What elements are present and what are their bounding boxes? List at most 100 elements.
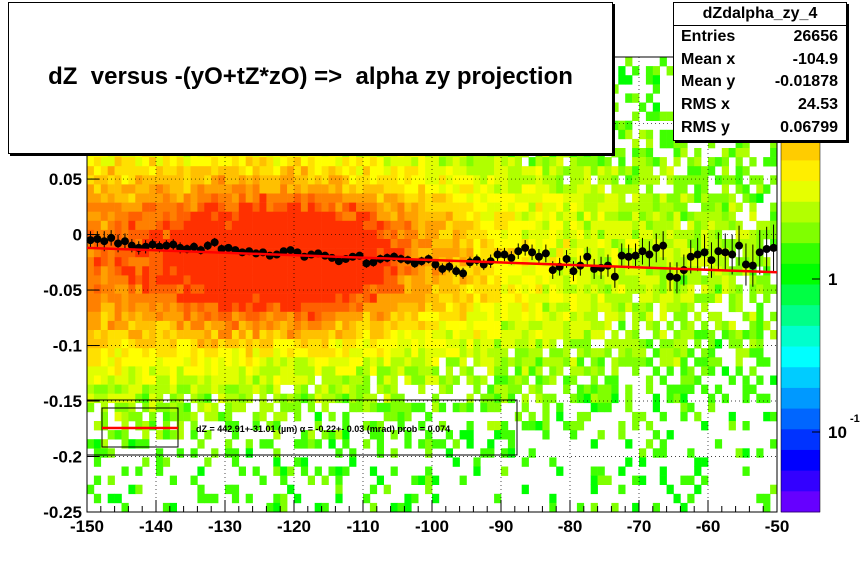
y-tick-label: 0	[73, 226, 82, 245]
profile-point	[362, 259, 371, 268]
color-scale-segment	[781, 160, 820, 182]
profile-point	[369, 258, 378, 267]
x-tick-label: -150	[70, 517, 104, 536]
stats-value: -0.01878	[774, 73, 838, 91]
profile-point	[100, 237, 109, 246]
profile-point	[107, 233, 116, 242]
profile-point	[431, 260, 440, 269]
profile-point	[686, 252, 695, 261]
profile-point	[189, 242, 198, 251]
color-scale-label: 1	[828, 270, 837, 289]
stats-row-rms-x: RMS x 24.53	[674, 94, 846, 117]
stats-row-rms-y: RMS y 0.06799	[674, 117, 846, 140]
color-scale-segment	[781, 325, 820, 347]
y-tick-label: 0.05	[49, 170, 82, 189]
profile-point	[548, 266, 557, 275]
color-scale-segment	[781, 408, 820, 430]
stats-label: RMS y	[681, 118, 730, 136]
profile-point	[741, 260, 750, 269]
stats-label: Mean x	[681, 50, 736, 68]
color-scale-segment	[781, 222, 820, 244]
x-tick-label: -90	[489, 517, 514, 536]
profile-point	[500, 250, 509, 259]
profile-point	[279, 247, 288, 256]
profile-point	[203, 241, 212, 250]
profile-point	[583, 252, 592, 261]
y-tick-label: -0.05	[43, 281, 82, 300]
stats-value: 0.06799	[780, 118, 838, 136]
x-tick-label: -120	[277, 517, 311, 536]
color-scale-exponent: -1	[850, 413, 860, 425]
x-tick-label: -60	[696, 517, 721, 536]
profile-point	[514, 247, 523, 256]
profile-point	[672, 273, 681, 282]
color-scale-segment	[781, 387, 820, 409]
stats-value: 24.53	[797, 96, 838, 114]
stats-label: Entries	[681, 28, 736, 45]
color-scale-segment	[781, 181, 820, 203]
profile-point	[541, 249, 550, 258]
color-scale-segment	[781, 139, 820, 161]
stats-name: dZdalpha_zy_4	[674, 3, 846, 26]
color-scale-label: 10	[828, 423, 847, 442]
profile-point	[748, 261, 757, 270]
color-scale-segment	[781, 429, 820, 451]
profile-point	[562, 254, 571, 263]
profile-point	[493, 250, 502, 259]
stats-label: Mean y	[681, 73, 736, 91]
profile-point	[700, 248, 709, 257]
stats-value: 26656	[793, 28, 839, 45]
stats-row-mean-x: Mean x -104.9	[674, 49, 846, 72]
profile-point	[769, 243, 778, 252]
profile-point	[507, 253, 516, 262]
color-scale-segment	[781, 491, 820, 513]
y-tick-label: -0.15	[43, 392, 82, 411]
color-scale-segment	[781, 284, 820, 306]
profile-point	[452, 267, 461, 276]
stats-box: dZdalpha_zy_4 Entries 26656 Mean x -104.…	[673, 2, 847, 141]
profile-point	[617, 251, 626, 260]
color-scale-segment	[781, 470, 820, 492]
color-scale-segment	[781, 346, 820, 368]
profile-point	[666, 272, 675, 281]
profile-point	[693, 250, 702, 259]
stats-value: -104.9	[792, 50, 838, 68]
profile-point	[93, 235, 102, 243]
profile-point	[148, 240, 157, 249]
profile-point	[120, 237, 129, 246]
profile-point	[169, 240, 178, 249]
profile-point	[438, 264, 447, 273]
stats-row-entries: Entries 26656	[674, 26, 846, 49]
profile-point	[410, 259, 419, 268]
x-tick-label: -130	[208, 517, 242, 536]
color-scale-segment	[781, 305, 820, 327]
color-scale-segment	[781, 201, 820, 223]
profile-point	[714, 247, 723, 256]
profile-point	[631, 251, 640, 260]
x-tick-label: -100	[415, 517, 449, 536]
profile-point	[86, 236, 95, 245]
profile-point	[659, 241, 668, 250]
profile-point	[210, 238, 219, 247]
y-tick-label: -0.25	[43, 503, 82, 522]
profile-point	[707, 256, 716, 265]
x-tick-label: -80	[558, 517, 583, 536]
profile-point	[286, 246, 295, 255]
profile-point	[569, 267, 578, 276]
x-tick-label: -110	[346, 517, 379, 536]
profile-point	[162, 241, 171, 250]
profile-point	[762, 244, 771, 253]
profile-point	[735, 241, 744, 250]
profile-point	[224, 243, 233, 252]
profile-point	[114, 239, 123, 248]
profile-point	[755, 248, 764, 257]
profile-point	[624, 252, 633, 261]
color-scale-segment	[781, 449, 820, 472]
profile-point	[334, 257, 343, 266]
x-axis: -150 -140 -130 -120 -110 -100 -90 -80 -70 -60 -50	[70, 500, 789, 536]
profile-point	[721, 248, 730, 257]
profile-point	[652, 243, 661, 252]
profile-point	[728, 250, 737, 259]
fit-legend: dZ = 442.91+-31.01 (µm) α = -0.22+- 0.03…	[86, 399, 518, 456]
